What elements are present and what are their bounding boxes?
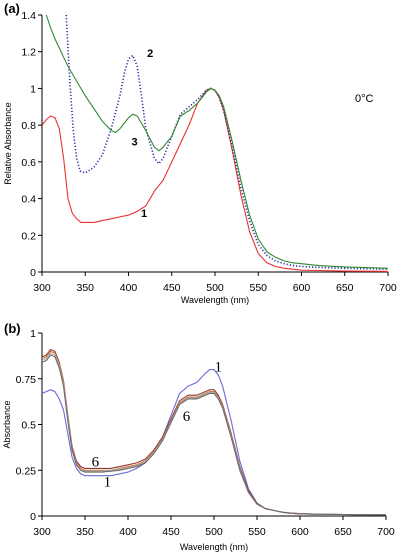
- x-tick-label: 650: [334, 526, 352, 538]
- x-tick-label: 450: [163, 282, 181, 294]
- y-tick-label: 0.75: [16, 374, 37, 386]
- panel-label: (a): [4, 1, 20, 16]
- panel-label: (b): [4, 321, 21, 336]
- curve-label: 3: [131, 136, 137, 148]
- x-tick-label: 350: [76, 282, 94, 294]
- curve-label: 6: [183, 409, 191, 425]
- y-tick-label: 0.4: [21, 194, 36, 206]
- y-tick-label: 0.6: [21, 157, 36, 169]
- y-tick-label: 0.5: [21, 420, 36, 432]
- y-tick-label: 0: [30, 267, 36, 279]
- x-axis-label: Wavelength (nm): [181, 295, 249, 305]
- series-line-1: [42, 87, 389, 272]
- y-tick-label: 0: [30, 511, 36, 523]
- x-tick-label: 600: [293, 282, 311, 294]
- x-axis-label: Wavelength (nm): [180, 542, 248, 552]
- series-line-2: [65, 14, 389, 270]
- curve-label: 1: [215, 359, 223, 375]
- x-tick-label: 600: [291, 526, 309, 538]
- series-line-trace-3: [42, 352, 387, 516]
- series-line-6: [42, 354, 387, 516]
- x-tick-label: 450: [162, 526, 180, 538]
- curve-label: 1: [104, 475, 112, 491]
- y-tick-label: 0.25: [16, 465, 37, 477]
- x-tick-label: 550: [249, 282, 267, 294]
- y-tick-label: 1.2: [21, 47, 36, 59]
- temperature-annotation: 0°C: [355, 93, 374, 105]
- curve-label: 2: [147, 48, 153, 60]
- x-tick-label: 700: [379, 282, 397, 294]
- x-tick-label: 350: [76, 526, 94, 538]
- y-tick-label: 1: [30, 83, 36, 95]
- y-tick-label: 0.8: [21, 120, 36, 132]
- y-axis-label: Absorbance: [2, 400, 12, 448]
- x-tick-label: 300: [33, 526, 51, 538]
- y-tick-label: 1.4: [21, 10, 36, 22]
- series-line-3: [45, 14, 389, 269]
- series-line-trace-2: [42, 350, 387, 516]
- chart-panel-a: (a) 0 0.2 0.4 0.6 0.8 1 1.2 1.4 300 350 400 450 500 55…: [3, 1, 397, 305]
- x-tick-label: 700: [377, 526, 395, 538]
- x-tick-label: 650: [336, 282, 354, 294]
- x-tick-label: 400: [119, 526, 137, 538]
- x-tick-label: 500: [205, 526, 223, 538]
- y-axis-label: Relative Absorbance: [3, 102, 13, 185]
- x-tick-label: 300: [33, 282, 51, 294]
- y-tick-label: 1: [30, 328, 36, 340]
- x-tick-label: 500: [206, 282, 224, 294]
- chart-panel-b: (b) 0 0.25 0.5 0.75 1 300 350 400 450 500 550 600 650…: [2, 321, 395, 552]
- x-tick-label: 550: [248, 526, 266, 538]
- y-tick-label: 0.2: [21, 230, 36, 242]
- curve-label: 6: [92, 455, 100, 471]
- curve-label: 1: [141, 208, 147, 220]
- x-tick-label: 400: [120, 282, 138, 294]
